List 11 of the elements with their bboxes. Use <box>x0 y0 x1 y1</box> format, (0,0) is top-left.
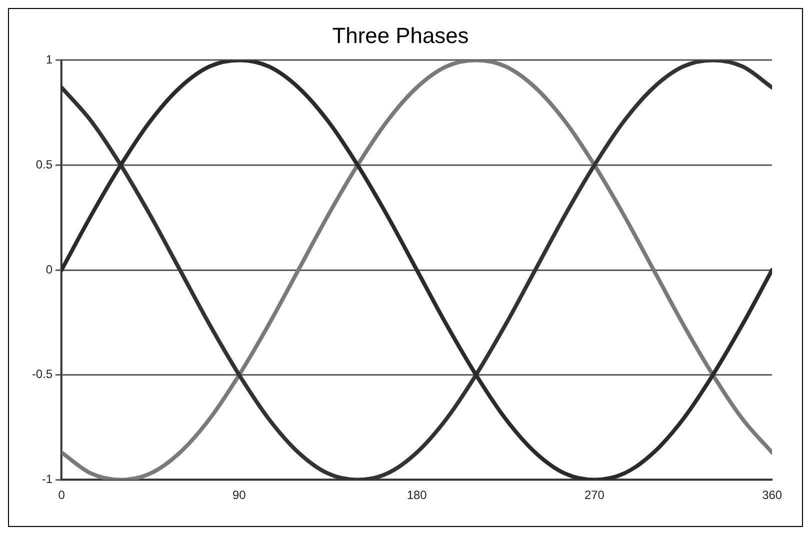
y-tick-label: 0 <box>46 262 53 276</box>
y-tick-label: -0.5 <box>32 367 53 382</box>
x-tick-label: 90 <box>232 488 246 502</box>
x-tick-label: 270 <box>584 488 605 502</box>
y-tick-label: 1 <box>46 52 53 66</box>
x-tick-label: 180 <box>406 488 428 502</box>
y-tick-label: 0.5 <box>36 157 53 172</box>
chart-title: Three Phases <box>332 23 469 48</box>
y-tick-label: -1 <box>42 472 53 486</box>
x-tick-label: 0 <box>58 488 66 502</box>
x-tick-label: 360 <box>762 488 782 502</box>
